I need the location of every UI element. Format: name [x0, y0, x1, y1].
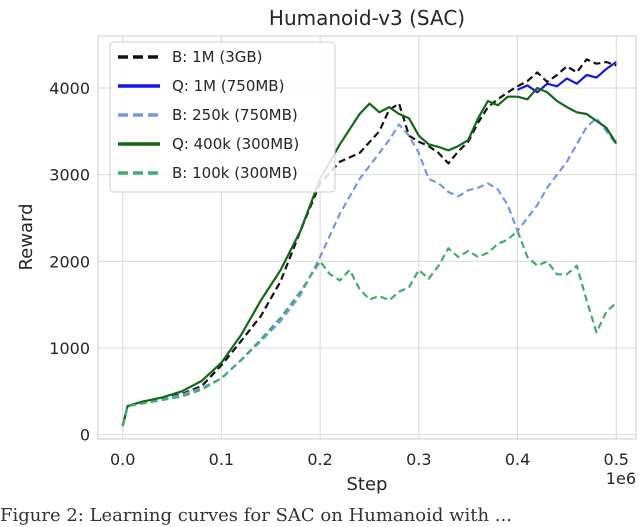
- legend-label: Q: 400k (300MB): [172, 135, 299, 153]
- legend-label: B: 1M (3GB): [172, 48, 263, 66]
- series-line: [121, 117, 618, 427]
- x-tick-label: 0.4: [505, 450, 530, 469]
- y-tick-labels: 0 1000 2000 3000 4000: [49, 79, 90, 445]
- y-tick-label: 4000: [49, 79, 90, 98]
- series-line: [121, 58, 617, 427]
- y-tick-label: 2000: [49, 252, 90, 271]
- y-tick-label: 3000: [49, 166, 90, 185]
- series-line: [121, 86, 618, 427]
- plot-frame: [97, 35, 637, 440]
- legend-box: [109, 41, 336, 193]
- series-lines: [121, 58, 618, 427]
- x-tick-label: 0.2: [307, 450, 332, 469]
- chart-title: Humanoid-v3 (SAC): [269, 6, 465, 30]
- y-tick-label: 0: [80, 426, 90, 445]
- reward-line-chart: 0.0 0.1 0.2 0.3 0.4 0.5 0 1000 2000 3000 4000 Hum…: [16, 6, 637, 495]
- x-tick-label: 0.1: [209, 450, 234, 469]
- y-axis-title: Reward: [16, 203, 37, 270]
- x-tick-label: 0.5: [604, 450, 629, 469]
- figure-caption: Figure 2: Learning curves for SAC on Hum…: [0, 505, 512, 526]
- x-axis-title: Step: [347, 474, 388, 495]
- legend: B: 1M (3GB) Q: 1M (750MB) B: 250k (750MB) Q…: [109, 41, 336, 193]
- y-tick-label: 1000: [49, 339, 90, 358]
- legend-label: Q: 1M (750MB): [172, 77, 284, 95]
- x-tick-label: 0.0: [110, 450, 135, 469]
- legend-label: B: 250k (750MB): [172, 106, 298, 124]
- legend-label: B: 100k (300MB): [172, 164, 298, 182]
- x-tick-labels: 0.0 0.1 0.2 0.3 0.4 0.5: [110, 450, 629, 469]
- legend-items: B: 1M (3GB) Q: 1M (750MB) B: 250k (750MB) Q…: [118, 48, 299, 182]
- x-multiplier-label: 1e6: [606, 469, 636, 488]
- series-line: [517, 61, 617, 94]
- x-tick-label: 0.3: [406, 450, 431, 469]
